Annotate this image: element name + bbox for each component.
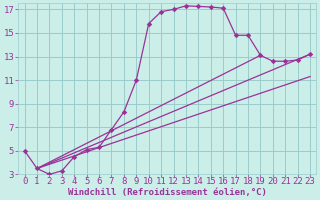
X-axis label: Windchill (Refroidissement éolien,°C): Windchill (Refroidissement éolien,°C) xyxy=(68,188,267,197)
